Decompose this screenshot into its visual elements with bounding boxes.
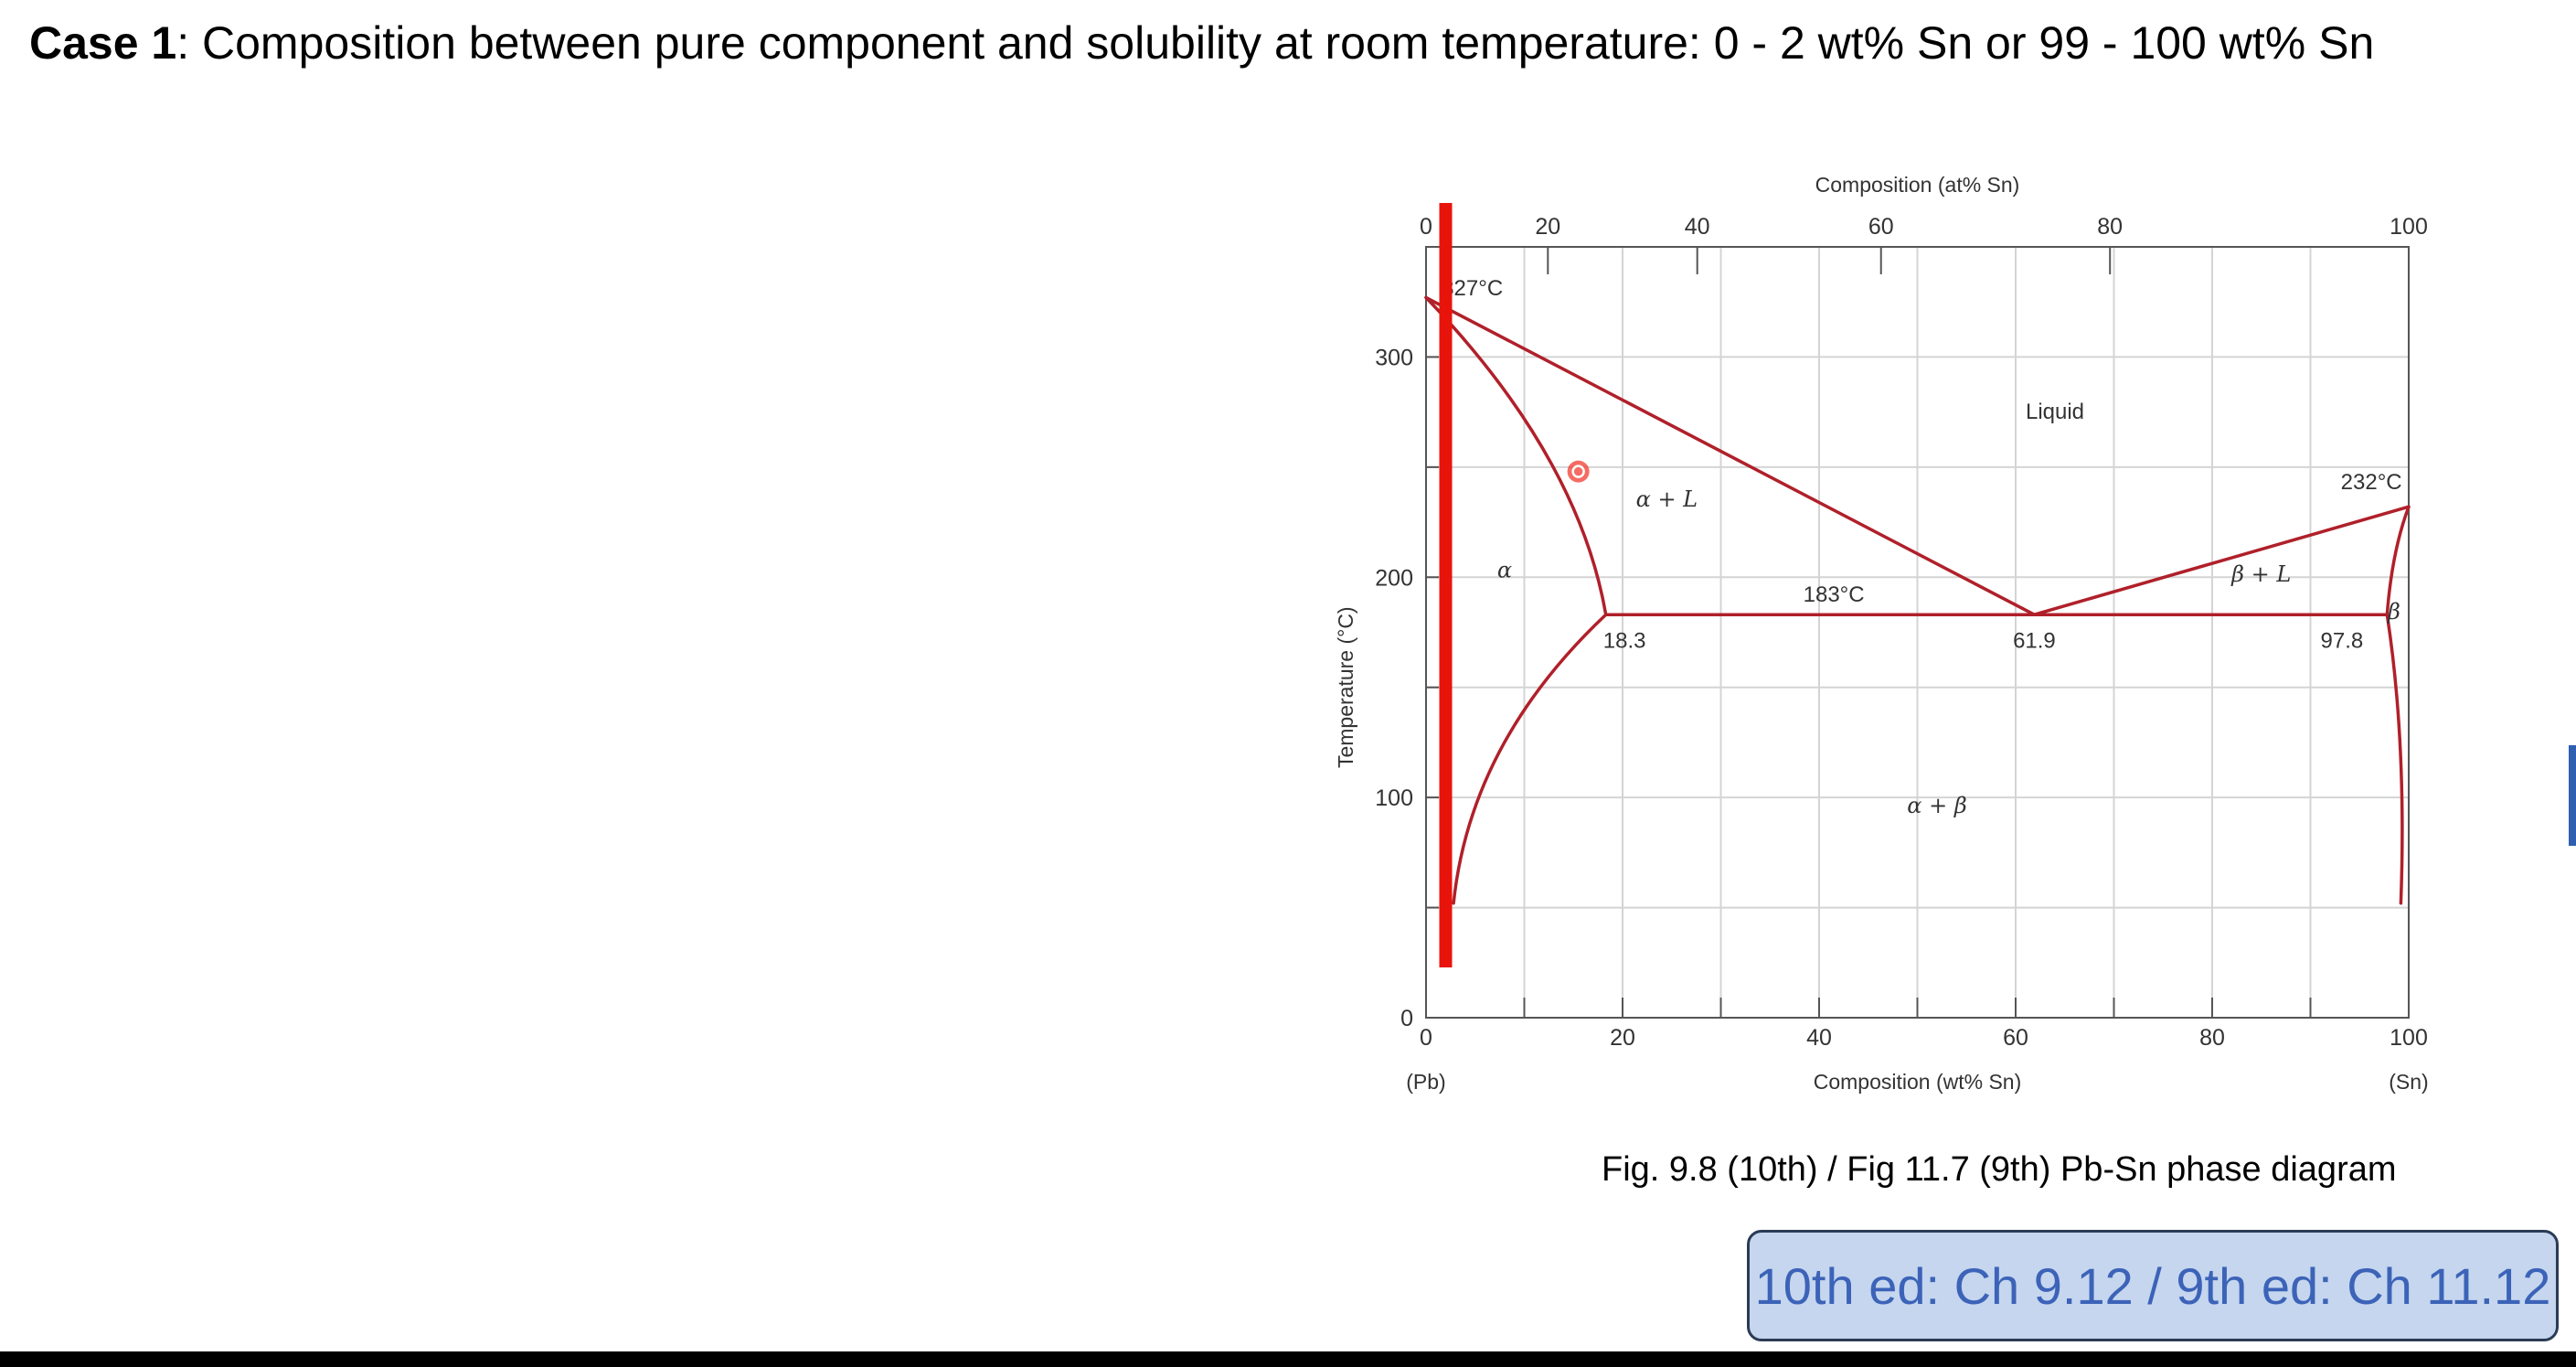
chapter-reference-text: 10th ed: Ch 9.12 / 9th ed: Ch 11.12 bbox=[1754, 1256, 2551, 1315]
beta-limit-composition-label: 97.8 bbox=[2321, 628, 2364, 653]
bottom-tick-label: 20 bbox=[1610, 1025, 1635, 1051]
y-tick-label: 200 bbox=[1375, 565, 1413, 591]
top-tick-label: 100 bbox=[2390, 214, 2428, 240]
figure-caption: Fig. 9.8 (10th) / Fig 11.7 (9th) Pb-Sn p… bbox=[1602, 1150, 2397, 1189]
top-tick-label: 40 bbox=[1685, 214, 1710, 240]
case-heading: Case 1: Composition between pure compone… bbox=[29, 16, 2374, 69]
bottom-tick-label: 0 bbox=[1420, 1025, 1432, 1051]
composition-marker-line bbox=[1439, 203, 1453, 967]
case-text: : Composition between pure component and… bbox=[176, 17, 2375, 69]
eutectic-composition-label: 61.9 bbox=[2013, 628, 2056, 653]
bottom-axis-title: Composition (wt% Sn) bbox=[1814, 1070, 2022, 1094]
phase-boundaries bbox=[1424, 295, 2411, 905]
alpha-beta-region-label: α + β bbox=[1907, 793, 1966, 818]
beta-liquid-region-label: β + L bbox=[2230, 561, 2291, 587]
grid bbox=[1426, 247, 2409, 1018]
bottom-tick-label: 40 bbox=[1806, 1025, 1832, 1051]
beta-solvus-line bbox=[2385, 613, 2404, 905]
top-tick-label: 80 bbox=[2097, 214, 2123, 240]
liquidus-left-line bbox=[1424, 295, 2037, 616]
window-edge-accent bbox=[2569, 745, 2576, 846]
sn-end-label: (Sn) bbox=[2389, 1070, 2428, 1094]
bottom-tick-label: 100 bbox=[2390, 1025, 2428, 1051]
case-label: Case 1 bbox=[29, 17, 177, 69]
alpha-solidus-line bbox=[1424, 295, 1608, 616]
alpha-liquid-region-label: α + L bbox=[1636, 486, 1698, 512]
beta-solidus-line bbox=[2385, 505, 2411, 616]
pb-end-label: (Pb) bbox=[1406, 1070, 1445, 1094]
alpha-region-label: α bbox=[1497, 557, 1512, 582]
liquidus-right-line bbox=[2032, 505, 2411, 616]
top-tick-label: 0 bbox=[1420, 214, 1432, 240]
chapter-reference-box: 10th ed: Ch 9.12 / 9th ed: Ch 11.12 bbox=[1747, 1230, 2559, 1341]
y-tick-label: 0 bbox=[1400, 1006, 1413, 1031]
sn-melting-point-label: 232°C bbox=[2341, 470, 2402, 495]
alpha-solvus-line bbox=[1452, 613, 1608, 905]
eutectic-temperature-label: 183°C bbox=[1804, 582, 1865, 607]
axis-ticks: 0 20 40 60 80 100 0 20 40 60 80 100 0 100 200 300 bbox=[1375, 214, 2428, 1051]
cursor-pointer-icon bbox=[1567, 460, 1590, 483]
y-axis-title: Temperature (°C) bbox=[1334, 606, 1357, 768]
liquid-region-label: Liquid bbox=[2026, 400, 2084, 424]
y-tick-label: 100 bbox=[1375, 785, 1413, 811]
beta-region-label: β bbox=[2387, 599, 2400, 625]
y-tick-label: 300 bbox=[1375, 345, 1413, 370]
bottom-tick-label: 60 bbox=[2003, 1025, 2028, 1051]
bottom-bar bbox=[0, 1351, 2576, 1367]
top-tick-label: 60 bbox=[1868, 214, 1894, 240]
bottom-tick-label: 80 bbox=[2199, 1025, 2225, 1051]
top-axis-title: Composition (at% Sn) bbox=[1815, 173, 2020, 197]
alpha-limit-composition-label: 18.3 bbox=[1603, 628, 1646, 653]
top-tick-label: 20 bbox=[1535, 214, 1560, 240]
